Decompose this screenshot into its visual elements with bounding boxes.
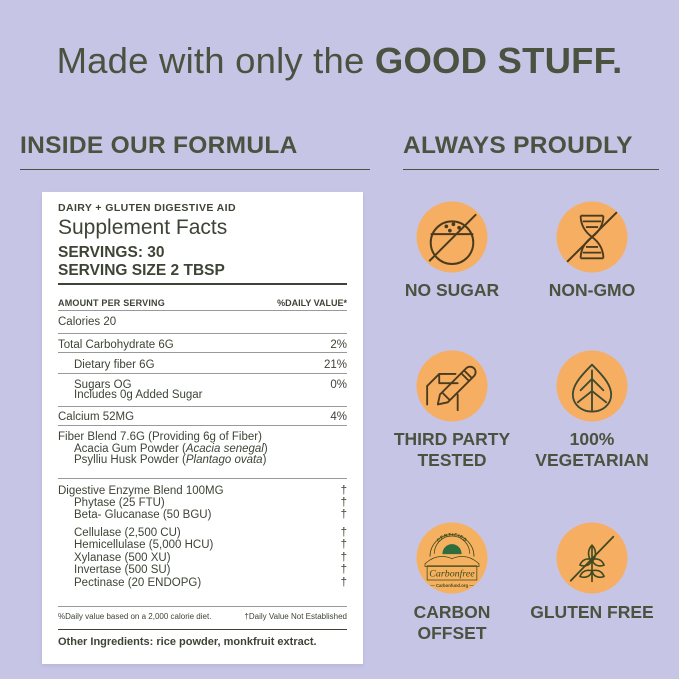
svg-text:— Carbonfund.org —: — Carbonfund.org — bbox=[431, 583, 475, 588]
svg-text:CERTIFIED: CERTIFIED bbox=[436, 532, 469, 543]
svg-text:Carbonfree: Carbonfree bbox=[429, 568, 475, 579]
